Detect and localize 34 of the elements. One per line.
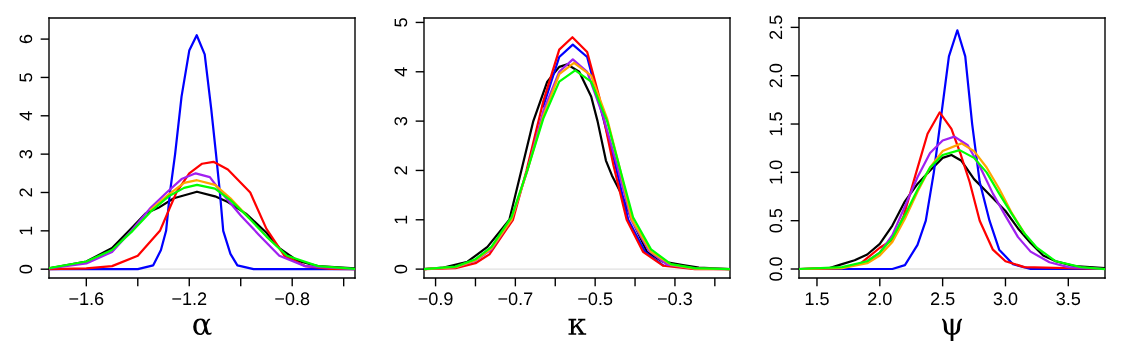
x-tick-label: 1.5 bbox=[805, 292, 829, 306]
x-tick-label: −0.8 bbox=[275, 292, 310, 306]
x-tick-label: −0.9 bbox=[418, 292, 453, 306]
y-tick-label: 0.0 bbox=[769, 257, 783, 281]
x-axis-title: ψ bbox=[941, 318, 963, 342]
y-tick-label: 3 bbox=[19, 149, 33, 159]
y-tick-label: 0.5 bbox=[769, 208, 783, 233]
x-tick-label: −1.2 bbox=[172, 292, 207, 305]
y-tick-label: 6 bbox=[19, 34, 33, 44]
y-tick-label: 1 bbox=[19, 226, 33, 235]
x-tick-label: −0.3 bbox=[658, 292, 692, 306]
x-tick-label: 3.0 bbox=[993, 292, 1018, 306]
y-tick-label: 5 bbox=[19, 73, 33, 82]
x-tick-label: 2.0 bbox=[868, 292, 892, 306]
y-tick-label: 0 bbox=[394, 264, 408, 274]
y-tick-label: 2.5 bbox=[769, 15, 783, 40]
x-axis-title: κ bbox=[568, 318, 587, 335]
x-tick-label: −0.7 bbox=[498, 292, 533, 306]
x-tick-label: 3.5 bbox=[1056, 292, 1081, 306]
y-tick-label: 3 bbox=[394, 116, 408, 126]
y-tick-label: 1.0 bbox=[769, 160, 783, 184]
y-tick-label: 2 bbox=[19, 188, 33, 197]
y-tick-label: 4 bbox=[394, 67, 408, 77]
y-tick-label: 5 bbox=[394, 18, 408, 27]
y-tick-label: 2 bbox=[394, 166, 408, 175]
x-tick-label: −1.6 bbox=[69, 292, 104, 306]
x-axis-title: α bbox=[193, 318, 212, 336]
y-tick-label: 1 bbox=[394, 215, 408, 224]
y-tick-label: 0 bbox=[19, 264, 33, 274]
y-tick-label: 1.5 bbox=[769, 112, 783, 136]
y-tick-label: 4 bbox=[19, 111, 33, 121]
x-tick-label: 2.5 bbox=[931, 292, 955, 306]
x-tick-label: −0.5 bbox=[578, 292, 613, 306]
y-tick-label: 2.0 bbox=[769, 63, 783, 88]
